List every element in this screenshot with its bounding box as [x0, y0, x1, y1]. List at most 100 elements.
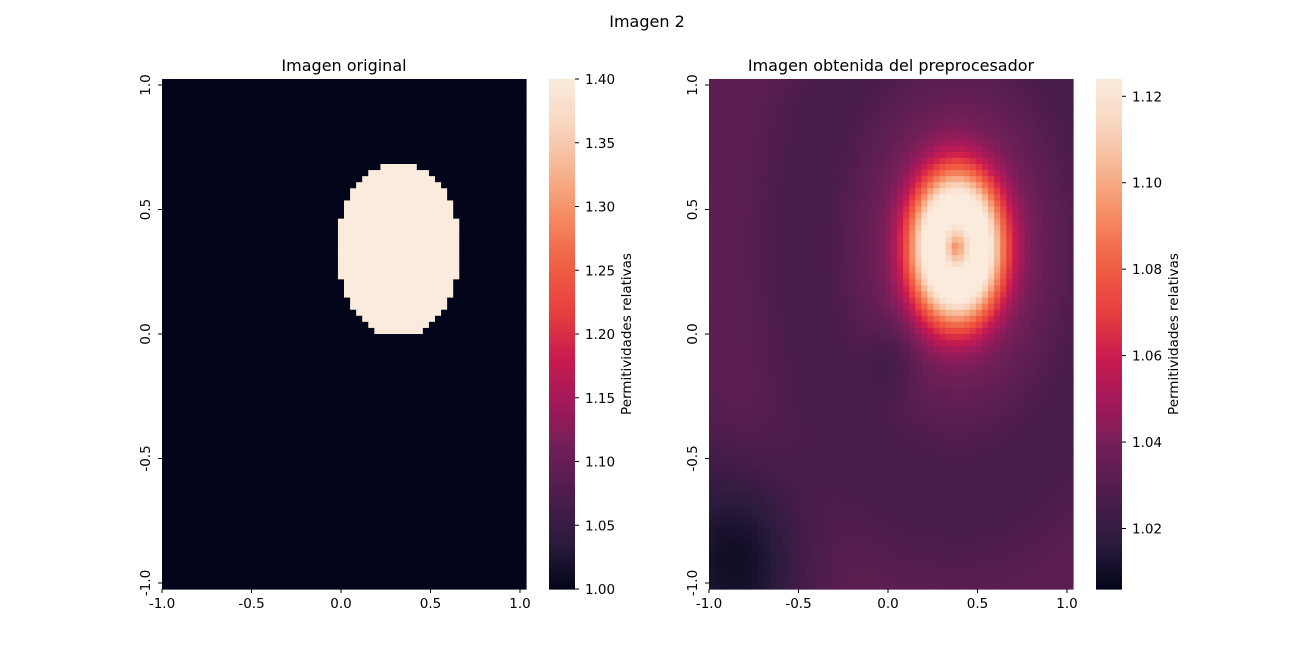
heatmap-cell — [307, 528, 315, 535]
heatmap-cell — [374, 497, 381, 505]
heatmap-cell — [344, 230, 351, 238]
heatmap-cell — [350, 200, 357, 208]
heatmap-cell — [513, 267, 521, 274]
heatmap-cell — [240, 449, 248, 457]
heatmap-cell — [265, 473, 272, 481]
heatmap-cell — [337, 534, 345, 542]
heatmap-cell — [246, 461, 254, 469]
heatmap-cell — [222, 139, 230, 147]
heatmap-cell — [404, 461, 412, 469]
heatmap-cell — [398, 145, 406, 153]
heatmap-cell — [447, 303, 454, 311]
heatmap-cell — [277, 109, 284, 117]
heatmap-cell — [301, 151, 309, 159]
heatmap-cell — [344, 461, 351, 469]
heatmap-cell — [253, 236, 260, 244]
heatmap-cell — [216, 358, 224, 365]
heatmap-cell — [331, 182, 339, 189]
heatmap-cell — [234, 370, 242, 378]
heatmap-cell — [265, 103, 272, 110]
heatmap-cell — [325, 491, 333, 499]
heatmap-cell — [368, 103, 375, 110]
heatmap-cell — [380, 504, 388, 511]
heatmap-cell — [337, 133, 345, 141]
heatmap-cell — [222, 461, 230, 469]
heatmap-cell — [380, 534, 388, 542]
heatmap-cell — [337, 400, 345, 408]
heatmap-cell — [168, 406, 175, 414]
heatmap-cell — [307, 437, 315, 444]
heatmap-cell — [465, 170, 472, 177]
heatmap-cell — [337, 291, 345, 299]
heatmap-cell — [295, 431, 303, 438]
heatmap-cell — [380, 79, 388, 86]
heatmap-cell — [386, 467, 394, 475]
heatmap-cell — [331, 479, 339, 487]
heatmap-cell — [404, 230, 412, 238]
heatmap-cell — [483, 242, 491, 250]
heatmap-cell — [301, 370, 309, 378]
heatmap-cell — [368, 576, 375, 584]
heatmap-cell — [489, 540, 497, 548]
heatmap-cell — [416, 170, 424, 177]
heatmap-cell — [471, 297, 479, 305]
heatmap-cell — [428, 224, 436, 232]
heatmap-cell — [283, 255, 290, 262]
heatmap-cell — [356, 346, 363, 353]
heatmap-cell — [265, 200, 272, 208]
heatmap-cell — [344, 576, 351, 584]
heatmap-cell — [495, 273, 503, 280]
heatmap-cell — [174, 285, 181, 293]
heatmap-cell — [234, 127, 242, 135]
heatmap-cell — [416, 85, 424, 92]
heatmap-cell — [289, 516, 297, 523]
heatmap-cell — [519, 510, 527, 517]
heatmap-cell — [240, 170, 248, 177]
heatmap-cell — [507, 133, 515, 141]
heatmap-cell — [398, 522, 406, 529]
heatmap-cell — [459, 279, 466, 287]
heatmap-cell — [319, 412, 327, 420]
heatmap-cell — [471, 461, 479, 469]
heatmap-cell — [483, 497, 491, 505]
heatmap-cell — [356, 406, 363, 414]
heatmap-cell — [507, 570, 515, 578]
heatmap-cell — [344, 449, 351, 457]
heatmap-cell — [477, 473, 485, 481]
heatmap-cell — [416, 249, 424, 256]
heatmap-cell — [301, 528, 309, 535]
heatmap-cell — [222, 79, 230, 86]
heatmap-cell — [331, 255, 339, 262]
heatmap-cell — [380, 419, 388, 426]
heatmap-cell — [465, 109, 472, 117]
heatmap-cell — [344, 182, 351, 189]
heatmap-cell — [265, 419, 272, 426]
heatmap-cell — [350, 346, 357, 353]
heatmap-cell — [422, 467, 430, 475]
heatmap-cell — [277, 358, 284, 365]
heatmap-cell — [301, 358, 309, 365]
heatmap-cell — [428, 346, 436, 353]
heatmap-cell — [374, 467, 381, 475]
heatmap-cell — [204, 437, 212, 444]
heatmap-cell — [234, 388, 242, 396]
heatmap-cell — [198, 188, 206, 195]
heatmap-cell — [380, 103, 388, 110]
heatmap-cell — [265, 437, 272, 444]
heatmap-cell — [453, 564, 460, 572]
heatmap-cell — [180, 582, 187, 590]
heatmap-cell — [301, 485, 309, 493]
heatmap-cell — [216, 218, 224, 226]
heatmap-cell — [222, 273, 230, 280]
heatmap-cell — [192, 327, 199, 335]
heatmap-cell — [471, 382, 479, 390]
heatmap-cell — [246, 261, 254, 268]
heatmap-cell — [259, 273, 266, 280]
heatmap-cell — [477, 352, 485, 359]
heatmap-cell — [350, 91, 357, 98]
heatmap-cell — [350, 206, 357, 214]
heatmap-cell — [477, 491, 485, 499]
heatmap-cell — [435, 358, 442, 365]
heatmap-cell — [174, 412, 181, 420]
heatmap-cell — [180, 564, 187, 572]
